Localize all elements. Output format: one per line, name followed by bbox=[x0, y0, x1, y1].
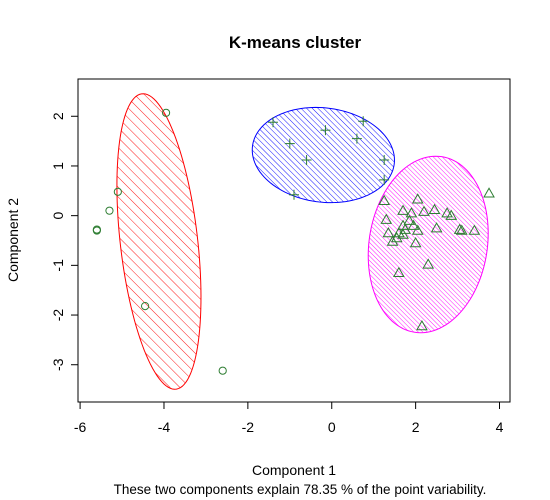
x-axis: -6 -4 -2 0 2 4 bbox=[74, 401, 504, 435]
cluster-ellipse-2 bbox=[251, 106, 395, 204]
cluster-1-point bbox=[113, 187, 122, 196]
cluster-points bbox=[92, 108, 495, 375]
cluster-3-point bbox=[407, 219, 420, 230]
cluster-2-point bbox=[284, 138, 295, 149]
cluster-3-point bbox=[455, 224, 468, 235]
cluster-3-point bbox=[405, 207, 418, 218]
y-tick-label: -1 bbox=[50, 259, 66, 272]
x-tick-label: 2 bbox=[412, 419, 420, 435]
cluster-3-point bbox=[411, 193, 424, 204]
cluster-2-point bbox=[358, 116, 369, 127]
x-tick-label: 4 bbox=[496, 419, 504, 435]
cluster-3-point bbox=[430, 222, 443, 233]
cluster-3-point bbox=[382, 227, 395, 238]
cluster-2-point bbox=[320, 125, 331, 136]
cluster-3-point bbox=[468, 224, 481, 235]
cluster-2-point bbox=[379, 154, 390, 165]
cluster-1-point bbox=[161, 108, 171, 117]
cluster-ellipse-3 bbox=[367, 155, 489, 334]
cluster-3-point bbox=[428, 203, 441, 214]
cluster-3-point bbox=[411, 224, 424, 235]
cluster-2-point bbox=[351, 133, 362, 144]
y-tick-label: 0 bbox=[50, 212, 66, 220]
cluster-3-point bbox=[397, 204, 409, 215]
variability-note: These two components explain 78.35 % of … bbox=[114, 482, 487, 497]
cluster-3-point bbox=[441, 207, 453, 218]
chart-title: K-means cluster bbox=[229, 33, 362, 52]
cluster-3-point bbox=[390, 232, 403, 243]
y-axis: -3 -2 -1 0 1 2 bbox=[50, 112, 79, 371]
cluster-2-point bbox=[301, 154, 312, 165]
cluster-3-point bbox=[378, 194, 391, 205]
cluster-1-point bbox=[141, 301, 150, 311]
cluster-3-point bbox=[453, 223, 466, 234]
cluster-3-point bbox=[409, 236, 422, 248]
cluster-ellipses bbox=[116, 93, 489, 390]
y-tick-label: 1 bbox=[50, 162, 66, 170]
cluster-1-point bbox=[218, 366, 227, 375]
x-tick-label: -2 bbox=[242, 419, 255, 435]
cluster-3-point bbox=[386, 235, 399, 246]
y-tick-label: 2 bbox=[50, 112, 66, 120]
x-tick-label: 0 bbox=[328, 419, 336, 435]
y-tick-label: -2 bbox=[50, 309, 66, 322]
cluster-3-point bbox=[483, 187, 495, 198]
cluster-3-point bbox=[418, 205, 430, 216]
cluster-2-point bbox=[268, 117, 279, 128]
x-axis-label: Component 1 bbox=[252, 462, 336, 478]
cluster-3-point bbox=[422, 258, 435, 269]
cluster-3-point bbox=[397, 228, 409, 239]
cluster-2-point bbox=[289, 189, 299, 200]
cluster-3-point bbox=[380, 213, 393, 224]
y-axis-label: Component 2 bbox=[5, 198, 21, 282]
cluster-1-point bbox=[105, 206, 114, 215]
cluster-3-point bbox=[416, 319, 428, 331]
cluster-1-point bbox=[92, 226, 101, 235]
cluster-2-point bbox=[379, 174, 390, 185]
cluster-3-point bbox=[445, 209, 458, 220]
cluster-3-point bbox=[392, 266, 405, 278]
x-tick-label: -4 bbox=[158, 419, 171, 435]
cluster-ellipse-1 bbox=[116, 93, 202, 390]
x-tick-label: -6 bbox=[74, 419, 87, 435]
cluster-3-point bbox=[403, 214, 416, 225]
y-tick-label: -3 bbox=[50, 358, 66, 371]
